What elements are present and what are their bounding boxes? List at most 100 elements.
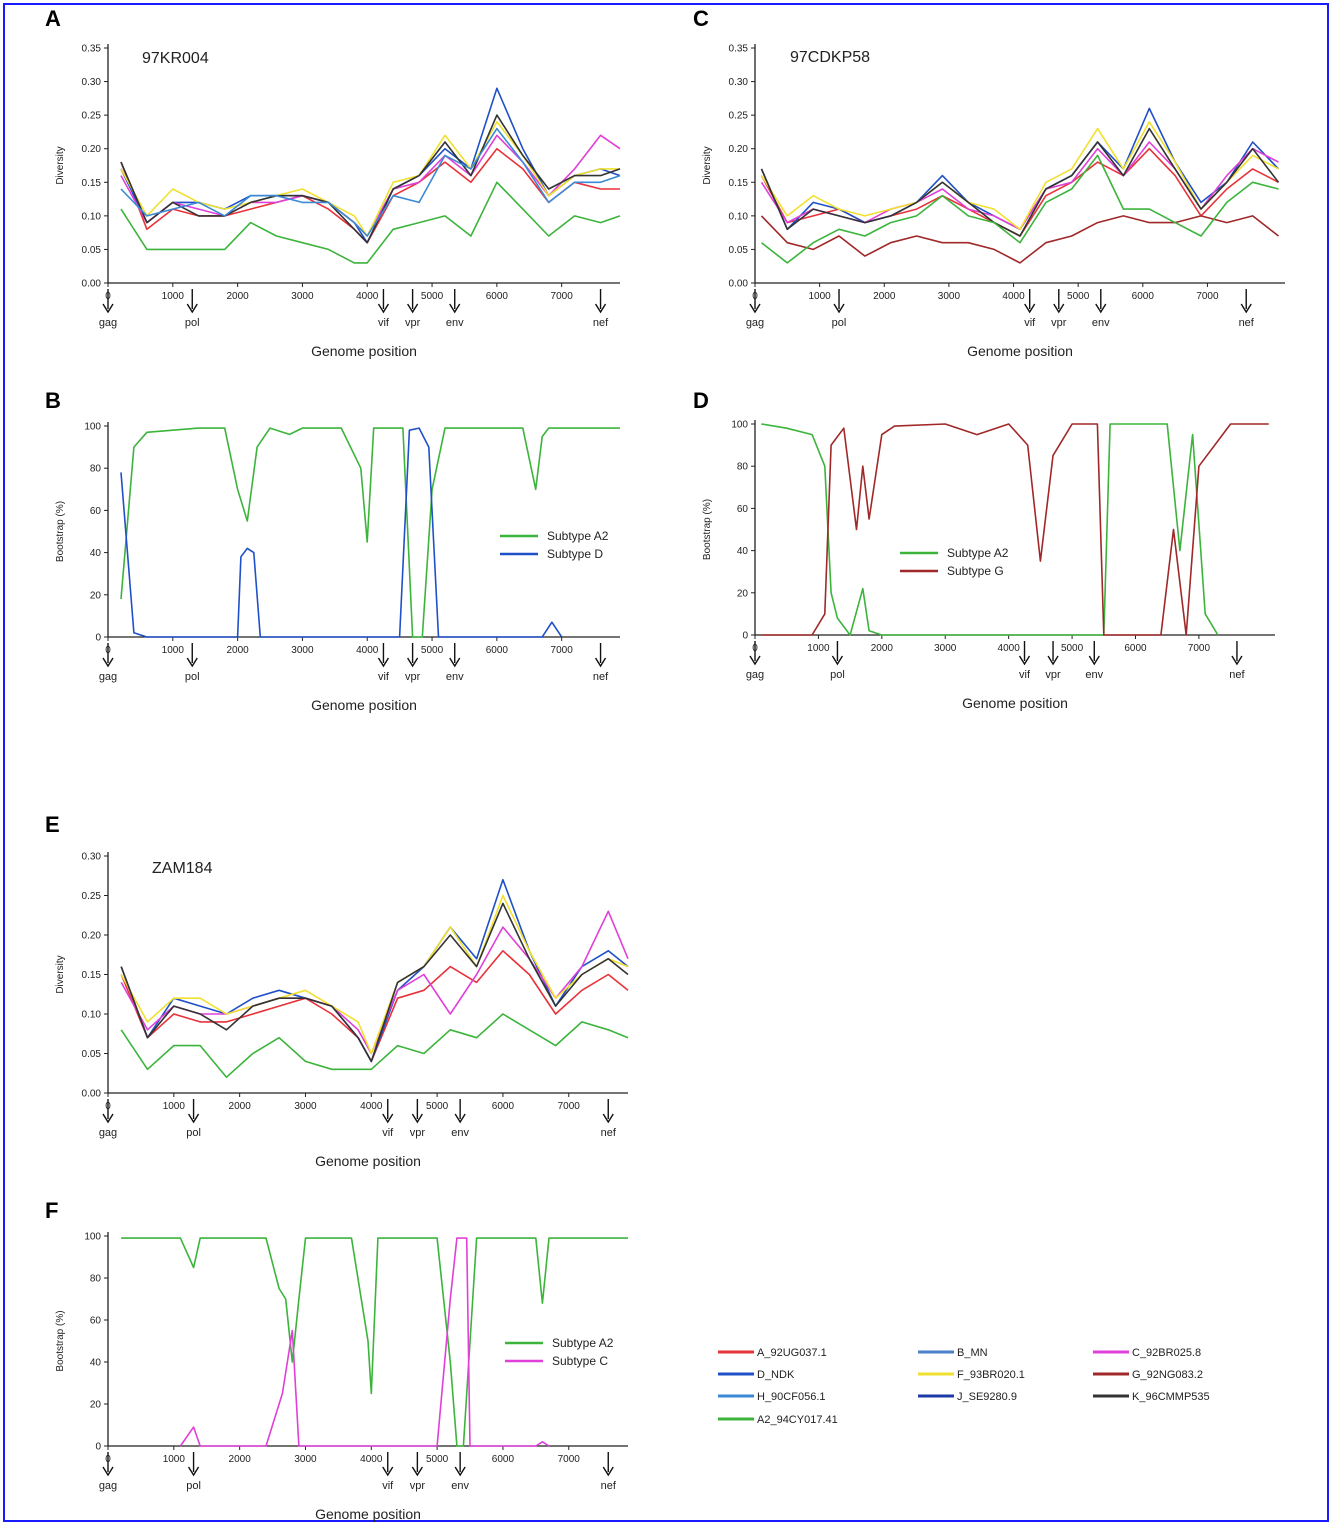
x-tick-label: 1000 (809, 291, 832, 302)
x-tick-label: 2000 (229, 1454, 252, 1465)
y-tick-label: 100 (84, 1232, 101, 1243)
series-line-a2-94cy017-41 (120, 181, 621, 264)
gene-label: gag (99, 671, 117, 683)
series-line-f-93br020-1 (760, 121, 1279, 231)
chart-panel-c: 0.000.050.100.150.200.250.300.3501000200… (702, 44, 1285, 359)
legend-label: J_SE9280.9 (957, 1391, 1017, 1403)
x-tick-label: 6000 (1132, 291, 1155, 302)
gene-label: vpr (1051, 317, 1067, 329)
x-tick-label: 3000 (291, 645, 314, 656)
gene-label: pol (186, 1480, 201, 1492)
x-axis-label: Genome position (967, 343, 1073, 359)
gene-label: pol (185, 671, 200, 683)
legend-label: F_93BR020.1 (957, 1369, 1025, 1381)
gene-arrow-head (449, 303, 461, 314)
y-tick-label: 0.00 (82, 279, 102, 290)
y-tick-label: 0.25 (82, 111, 102, 122)
series-line-k-96cmmp535 (120, 902, 629, 1063)
gene-label: vif (1019, 669, 1031, 681)
gene-label: vpr (410, 1127, 426, 1139)
gene-arrow-head (454, 1113, 466, 1124)
chart-title: 97CDKP58 (790, 49, 870, 66)
y-tick-label: 20 (737, 588, 749, 599)
panel-letter-a: A (45, 6, 61, 31)
gene-label: vpr (405, 317, 421, 329)
legend-label: Subtype C (552, 1354, 608, 1368)
panel-letter-e: E (45, 812, 60, 837)
y-tick-label: 0.35 (729, 44, 749, 55)
legend-label: D_NDK (757, 1369, 795, 1381)
x-tick-label: 5000 (426, 1454, 449, 1465)
y-tick-label: 0.30 (729, 77, 749, 88)
y-tick-label: 60 (737, 504, 749, 515)
gene-label: env (1085, 669, 1103, 681)
x-tick-label: 4000 (998, 643, 1021, 654)
chart-panel-a: 0.000.050.100.150.200.250.300.3501000200… (55, 44, 621, 359)
x-tick-label: 2000 (873, 291, 896, 302)
gene-label: vpr (1045, 669, 1061, 681)
y-tick-label: 100 (731, 420, 748, 431)
gene-arrow-head (377, 657, 390, 668)
x-axis-label: Genome position (962, 695, 1068, 711)
y-tick-label: 0.15 (729, 178, 749, 189)
x-tick-label: 7000 (1188, 643, 1211, 654)
gene-label: env (446, 317, 464, 329)
y-tick-label: 0.30 (82, 852, 102, 863)
gene-arrow-head (602, 1113, 614, 1124)
x-tick-label: 3000 (934, 643, 957, 654)
legend-label: A_92UG037.1 (757, 1347, 827, 1359)
figure-border (3, 3, 1329, 1522)
gene-arrow-head (833, 303, 845, 314)
gene-arrow-head (831, 655, 844, 666)
y-tick-label: 0.25 (82, 891, 102, 902)
gene-label: pol (832, 317, 847, 329)
y-tick-label: 0.15 (82, 178, 102, 189)
gene-arrow-head (1231, 655, 1243, 666)
gene-arrow-head (602, 1466, 614, 1477)
panel-letter-b: B (45, 388, 61, 413)
x-tick-label: 7000 (558, 1454, 581, 1465)
gene-label: pol (186, 1127, 201, 1139)
y-axis-label: Bootstrap (%) (702, 499, 713, 560)
gene-arrow-head (102, 303, 114, 314)
x-tick-label: 4000 (356, 645, 379, 656)
y-tick-label: 0 (95, 1442, 101, 1453)
x-tick-label: 3000 (294, 1454, 317, 1465)
gene-arrow-head (377, 303, 390, 314)
chart-title: ZAM184 (152, 860, 213, 877)
x-tick-label: 4000 (360, 1454, 383, 1465)
y-axis-label: Diversity (702, 146, 713, 184)
series-line-k-96cmmp535 (760, 127, 1280, 237)
y-axis-label: Diversity (55, 146, 66, 184)
gene-arrow-head (187, 1466, 200, 1477)
series-line-f-93br020-1 (120, 121, 620, 237)
gene-arrow-head (382, 1113, 394, 1124)
y-tick-label: 0.15 (82, 970, 102, 981)
gene-arrow-head (594, 657, 607, 668)
gene-arrow-head (454, 1466, 466, 1477)
x-tick-label: 1000 (162, 645, 185, 656)
gene-label: nef (1239, 317, 1255, 329)
series-line-d-ndk (120, 878, 629, 1063)
x-tick-label: 1000 (163, 1101, 186, 1112)
gene-label: vif (1024, 317, 1036, 329)
x-tick-label: 5000 (421, 645, 444, 656)
gene-arrow-head (187, 1113, 200, 1124)
gene-label: nef (1229, 669, 1245, 681)
series-line-a2-94cy017-41 (761, 154, 1279, 264)
series-line-c-92br025-8 (120, 910, 629, 1055)
series-line-d-ndk (760, 107, 1280, 231)
x-tick-label: 2000 (226, 291, 249, 302)
gene-arrow-head (102, 657, 114, 668)
gene-arrow-head (411, 1113, 423, 1124)
y-axis-label: Diversity (55, 955, 66, 993)
gene-label: env (1092, 317, 1110, 329)
series-line-subtype-d (120, 427, 563, 638)
x-tick-label: 7000 (1196, 291, 1219, 302)
gene-label: gag (746, 317, 764, 329)
legend: A_92UG037.1 B_MN C_92BR025.8 D_NDK F_93BR020… (718, 1347, 1210, 1426)
legend-label: H_90CF056.1 (757, 1391, 826, 1403)
legend-label: Subtype A2 (947, 546, 1009, 560)
gene-arrow-head (1240, 303, 1252, 314)
